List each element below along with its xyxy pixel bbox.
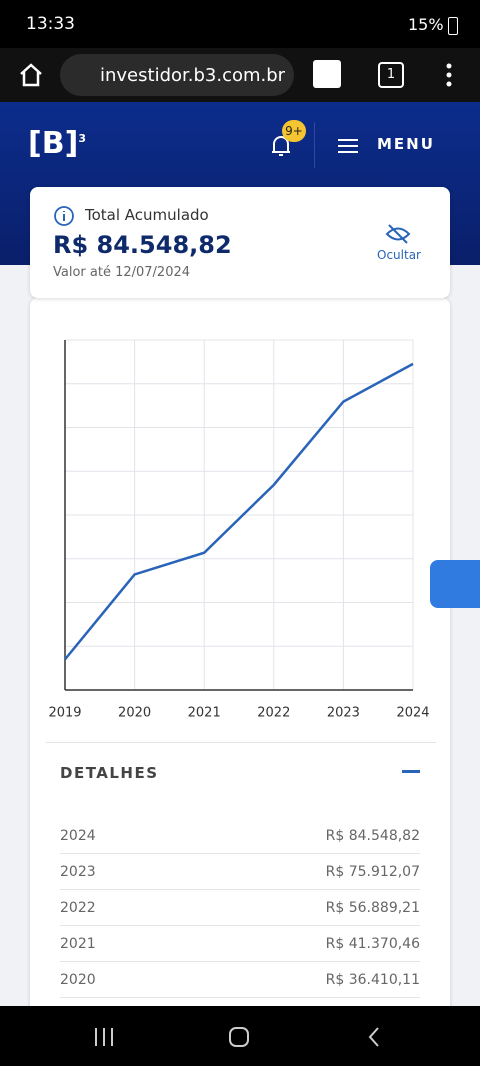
logo-sup: 3 <box>78 132 86 145</box>
x-tick-label: 2024 <box>396 706 429 721</box>
total-card: Total Acumulado R$ 84.548,82 Valor até 1… <box>30 187 450 298</box>
chart: 2019 2020 2021 2022 2023 2024 <box>48 339 430 721</box>
accessibility-button[interactable] <box>430 560 480 608</box>
logo[interactable]: [B]3 <box>28 126 86 161</box>
battery: 15% <box>408 15 444 34</box>
divider <box>314 122 315 168</box>
x-tick-label: 2023 <box>327 706 360 721</box>
url-bar[interactable]: investidor.b3.com.br <box>60 54 294 96</box>
clock: 13:33 <box>26 14 75 34</box>
chart-panel <box>30 298 450 1018</box>
value-date: Valor até 12/07/2024 <box>53 265 191 280</box>
collapse-button[interactable] <box>402 770 420 773</box>
total-amount: R$ 84.548,82 <box>53 231 232 259</box>
detail-row: 2024 R$ 84.548,82 <box>60 818 420 854</box>
x-tick-label: 2019 <box>48 706 81 721</box>
translate-button[interactable] <box>313 60 341 88</box>
row-year: 2023 <box>60 863 96 880</box>
card-title: Total Acumulado <box>85 206 209 224</box>
hide-label[interactable]: Ocultar <box>377 248 421 262</box>
menu-label[interactable]: MENU <box>377 135 435 153</box>
detail-row: 2022 R$ 56.889,21 <box>60 890 420 926</box>
data-line <box>64 362 414 661</box>
row-amount: R$ 75.912,07 <box>325 863 420 880</box>
x-tick-label: 2021 <box>188 706 221 721</box>
badge: 9+ <box>282 120 306 142</box>
menu-button[interactable] <box>444 62 454 88</box>
x-tick-label: 2020 <box>118 706 151 721</box>
detail-row: 2023 R$ 75.912,07 <box>60 854 420 890</box>
x-tick-label: 2022 <box>257 706 290 721</box>
detail-row: 2020 R$ 36.410,11 <box>60 962 420 998</box>
hide-icon[interactable] <box>385 223 411 245</box>
row-year: 2022 <box>60 899 96 916</box>
detail-row: 2021 R$ 41.370,46 <box>60 926 420 962</box>
row-amount: R$ 84.548,82 <box>325 827 420 844</box>
url: investidor.b3.com.br <box>100 65 286 86</box>
row-amount: R$ 36.410,11 <box>325 971 420 988</box>
row-amount: R$ 56.889,21 <box>325 899 420 916</box>
separator <box>46 742 436 743</box>
info-icon[interactable] <box>54 206 74 226</box>
menu-icon[interactable] <box>338 138 358 154</box>
home-button[interactable] <box>18 62 44 88</box>
nav-buttons[interactable] <box>94 1026 394 1048</box>
logo-letter: B <box>41 126 65 161</box>
status-bar: 13:33 15% <box>0 0 480 48</box>
row-amount: R$ 41.370,46 <box>325 935 420 952</box>
nav-bar <box>0 1006 480 1066</box>
details-title: DETALHES <box>60 764 159 782</box>
row-year: 2024 <box>60 827 96 844</box>
row-year: 2020 <box>60 971 96 988</box>
battery-icon <box>448 17 458 35</box>
browser-bar: investidor.b3.com.br 1 <box>0 48 480 102</box>
tabs-button[interactable]: 1 <box>378 62 404 88</box>
row-year: 2021 <box>60 935 96 952</box>
